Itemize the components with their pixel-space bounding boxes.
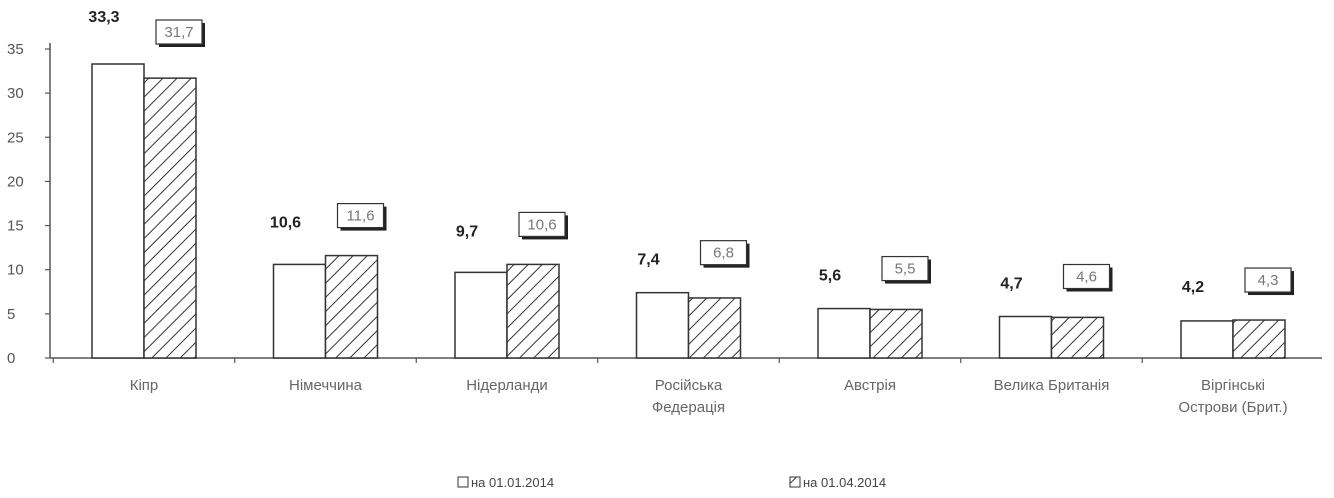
x-category-label: Велика Британія (994, 377, 1110, 394)
category-line: Російська (655, 377, 723, 394)
x-category-label: Російська Федерація (652, 377, 725, 416)
data-label-series-2: 4,6 (1076, 269, 1097, 286)
bar-series-1 (817, 307, 871, 359)
data-label-box (699, 240, 748, 266)
bar-series-2 (1232, 319, 1286, 359)
y-tick-label: 10 (7, 262, 24, 279)
data-label-box (518, 211, 566, 238)
x-category-label: Кіпр (130, 377, 159, 394)
data-label-series-2: 6,8 (713, 245, 734, 262)
category-line: Німеччина (289, 377, 363, 394)
data-label-series-1: 7,4 (637, 252, 659, 269)
x-category-label: Нідерланди (466, 377, 548, 394)
data-label-series-2: 31,7 (164, 24, 193, 41)
data-label-box (155, 19, 203, 45)
data-label-series-1: 33,3 (88, 9, 119, 26)
y-tick-label: 30 (7, 85, 24, 102)
category-line: Віргінські (1201, 377, 1265, 394)
legend: на 01.01.2014 на 01.04.2014 (457, 475, 886, 490)
data-label-series-2: 5,5 (895, 261, 916, 278)
data-label-series-2: 4,3 (1258, 272, 1279, 289)
category-line: Велика Британія (994, 377, 1110, 394)
legend-swatch-series-1 (457, 476, 469, 488)
y-tick-label: 5 (7, 306, 15, 323)
y-tick-label: 25 (7, 129, 24, 146)
category-line: Австрія (844, 377, 896, 394)
x-category-label: Австрія (844, 377, 896, 394)
bar-series-2 (143, 77, 197, 359)
data-label-series-1: 9,7 (456, 223, 478, 240)
y-tick-label: 20 (7, 173, 24, 190)
category-line: Кіпр (130, 377, 159, 394)
bar-series-1 (635, 291, 690, 359)
bar-series-1 (1180, 320, 1234, 359)
data-label-series-1: 10,6 (270, 215, 301, 232)
bar-series-1 (91, 63, 145, 359)
bar-series-2 (324, 254, 379, 359)
data-label-box (881, 255, 929, 282)
data-label-box (1062, 263, 1111, 290)
legend-label-series-2: на 01.04.2014 (803, 475, 886, 490)
category-line: Острови (Брит.) (1178, 399, 1287, 416)
category-line: Нідерланди (466, 377, 548, 394)
data-labels: 33,3 31,7 10,6 11,6 9,7 10,6 7,4 6,8 5,6 5,5 4,7 4,… (88, 9, 1294, 296)
data-label-box (1244, 267, 1292, 293)
category-line: Федерація (652, 399, 725, 416)
bar-series-1 (454, 271, 508, 359)
bars (91, 63, 1286, 359)
data-label-box (336, 202, 385, 229)
data-label-series-1: 4,7 (1000, 276, 1022, 293)
bar-series-1 (272, 263, 327, 359)
bar-series-2 (869, 308, 923, 359)
legend-label-series-1: на 01.01.2014 (471, 475, 554, 490)
data-label-series-2: 10,6 (527, 216, 556, 233)
data-label-series-1: 5,6 (819, 268, 841, 285)
axes: 0 5 10 15 20 25 30 35 (7, 41, 1322, 367)
bar-series-2 (1050, 316, 1105, 359)
y-tick-label: 35 (7, 41, 24, 58)
x-category-label: Віргінські Острови (Брит.) (1178, 377, 1287, 416)
y-tick-label: 15 (7, 218, 24, 235)
y-tick-label: 0 (7, 350, 15, 367)
bar-series-2 (687, 297, 742, 359)
data-label-series-2: 11,6 (346, 208, 374, 225)
data-label-series-1: 4,2 (1182, 279, 1204, 296)
bar-series-2 (506, 263, 560, 359)
legend-swatch-series-2 (789, 476, 801, 488)
category-labels: Кіпр Німеччина Нідерланди Російська Федераці… (130, 377, 1288, 416)
x-category-label: Німеччина (289, 377, 363, 394)
bar-series-1 (998, 315, 1053, 359)
